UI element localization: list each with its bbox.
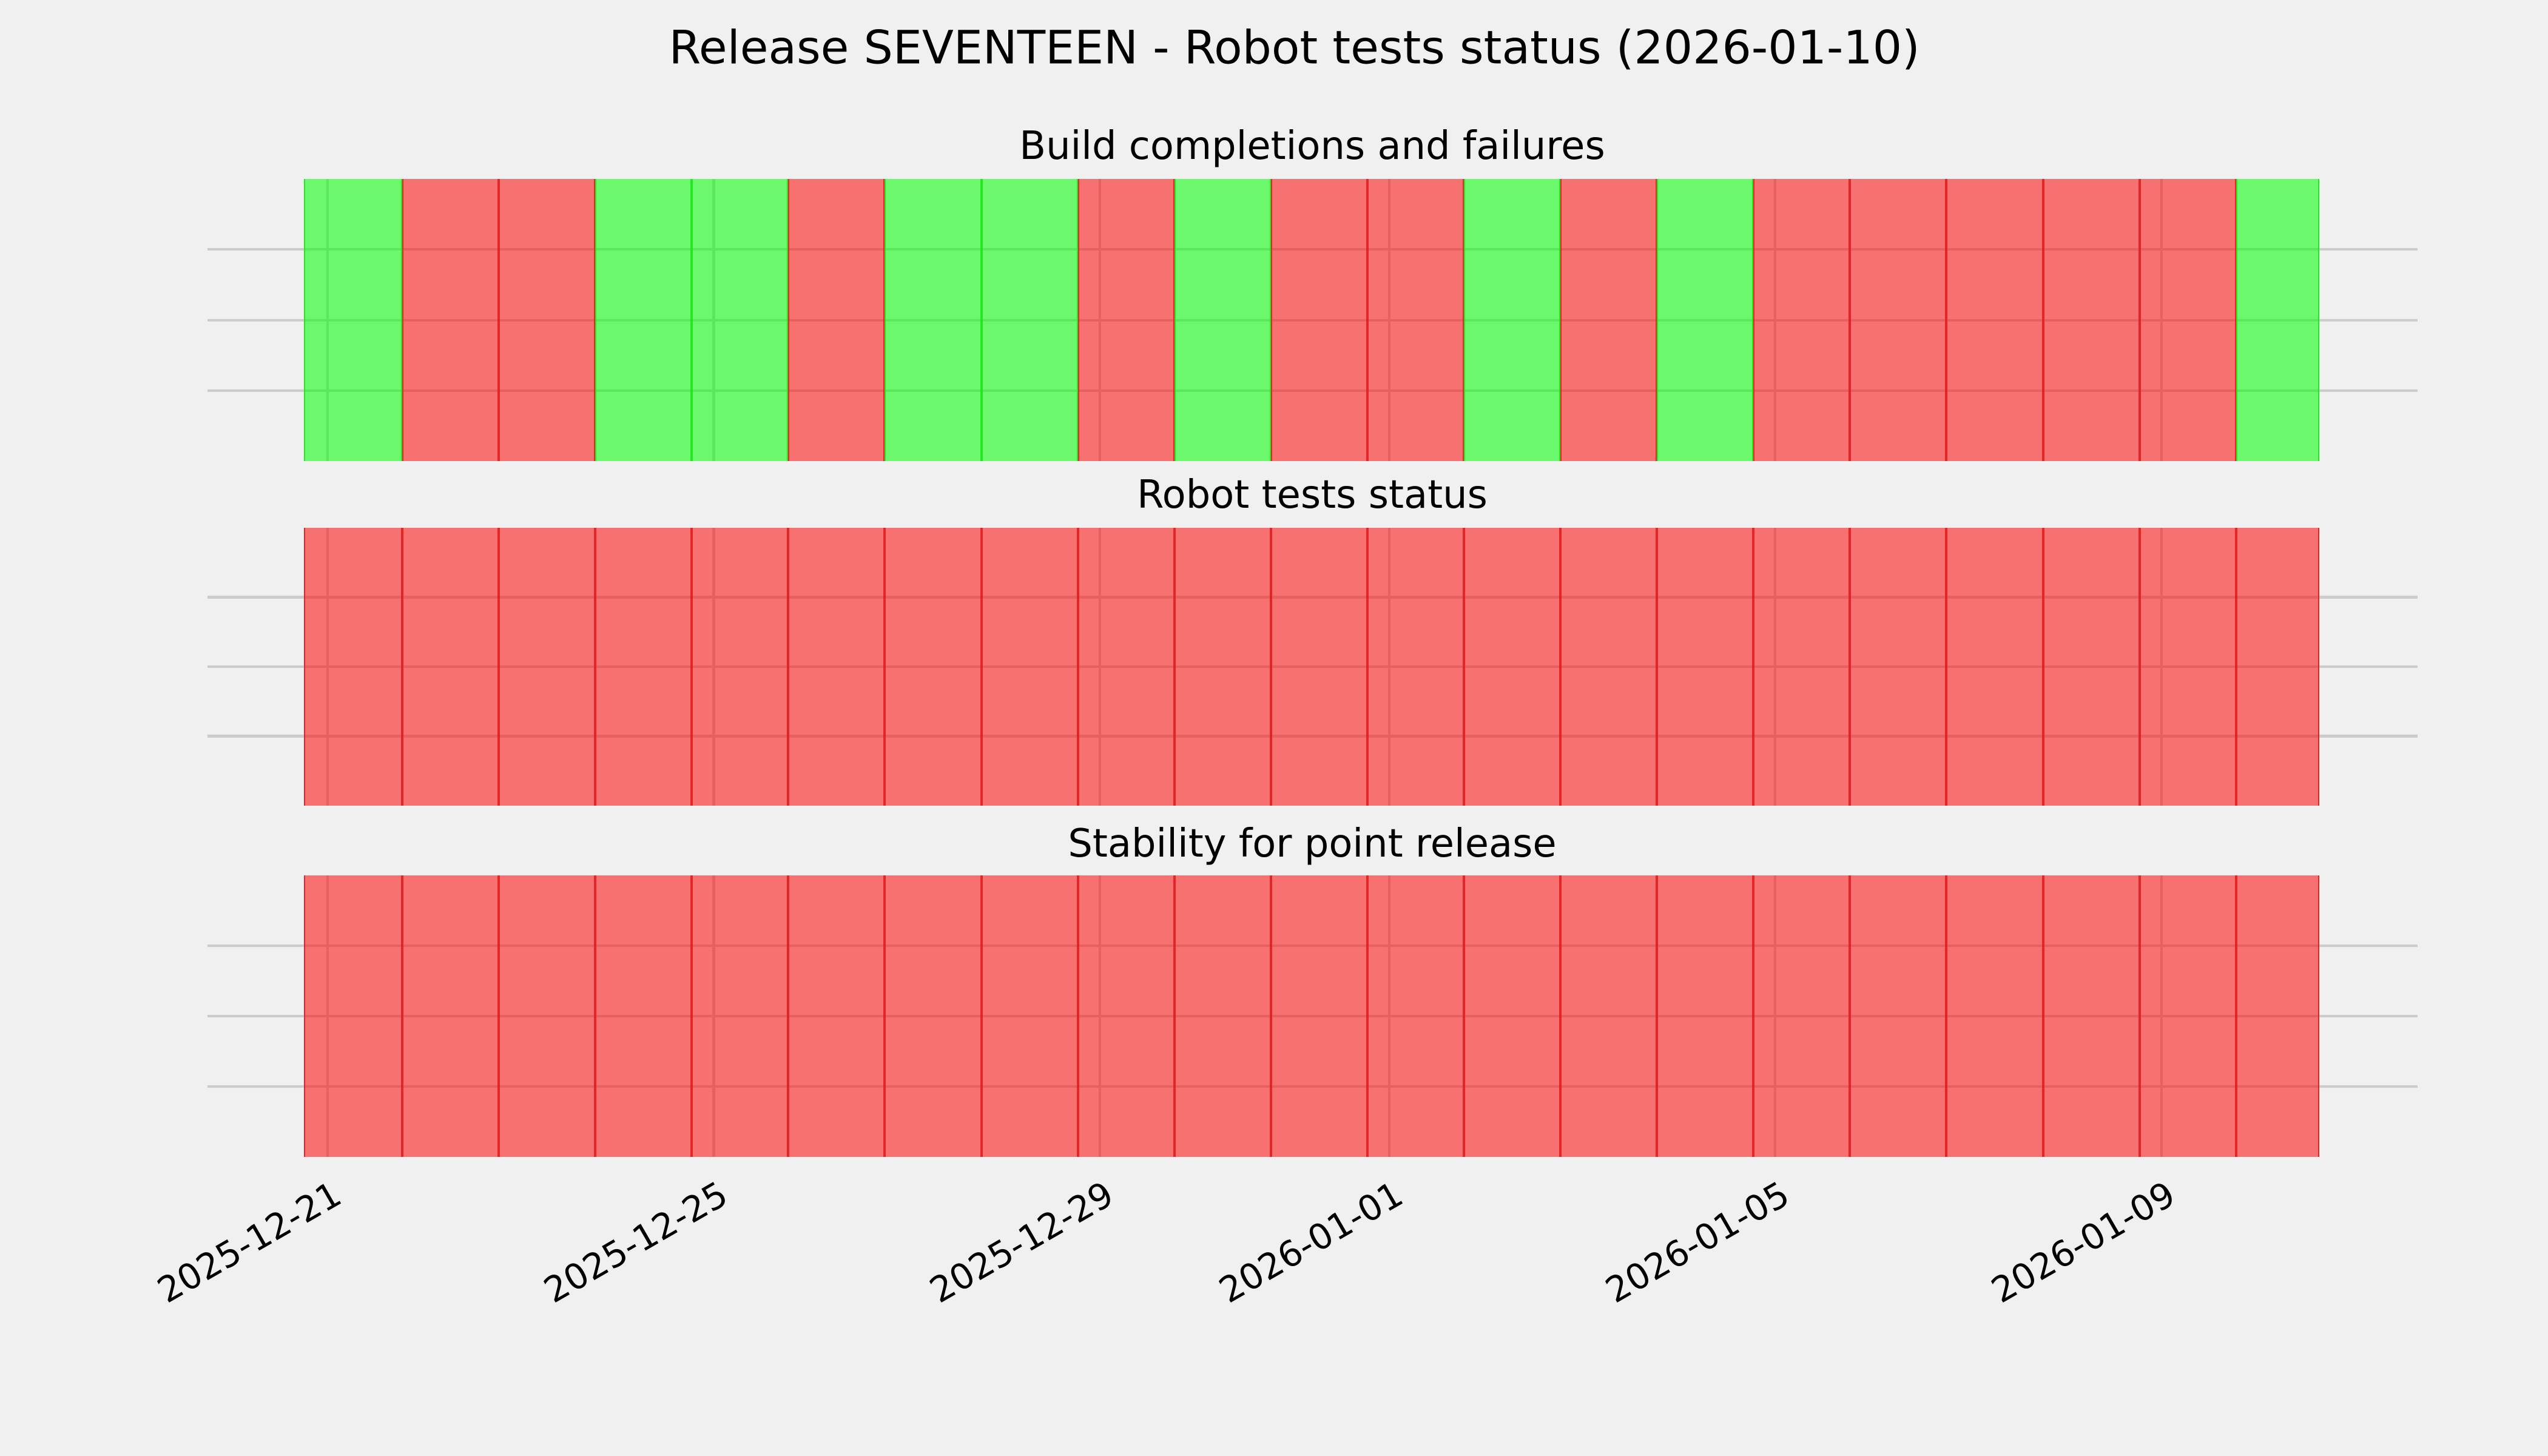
bar-segment-2026-01-02-fail	[1560, 875, 1657, 1157]
bar-segment-2026-01-03-pass	[1657, 179, 1754, 461]
bar-segment-2026-01-02-fail	[1560, 179, 1657, 461]
bar-segment-2026-01-03-fail	[1657, 875, 1754, 1157]
subplot-3-title: Stability for point release	[1068, 821, 1557, 867]
bar-segment-2026-01-04-fail	[1753, 179, 1850, 461]
bar-segment-2025-12-23-fail	[595, 875, 692, 1157]
bar-segment-2026-01-06-fail	[1946, 875, 2043, 1157]
bar-segment-2026-01-01-fail	[1464, 528, 1561, 806]
bar-segment-2025-12-20-fail	[304, 528, 402, 806]
bar-segment-2025-12-30-fail	[1270, 179, 1367, 461]
x-tick-label: 2026-01-09	[1984, 1173, 2182, 1312]
bar-segment-2026-01-09-fail	[2236, 528, 2319, 806]
bar-segment-2025-12-22-fail	[499, 179, 596, 461]
bar-segment-2025-12-23-pass	[595, 179, 692, 461]
bar-segment-2025-12-25-fail	[788, 179, 885, 461]
x-tick-label: 2025-12-25	[536, 1173, 735, 1312]
bar-segment-2025-12-25-fail	[788, 528, 885, 806]
bar-segment-2025-12-26-pass	[885, 179, 982, 461]
status-bars	[304, 179, 2319, 461]
status-bars	[304, 528, 2319, 806]
bar-segment-2026-01-05-fail	[1850, 528, 1947, 806]
subplot-3-plot-area	[207, 875, 2418, 1157]
bar-segment-2026-01-08-fail	[2139, 528, 2236, 806]
bar-segment-2025-12-28-fail	[1077, 528, 1175, 806]
bar-segment-2026-01-05-fail	[1850, 875, 1947, 1157]
bar-segment-2025-12-28-fail	[1077, 179, 1175, 461]
bar-segment-2026-01-08-fail	[2139, 875, 2236, 1157]
bar-segment-2026-01-07-fail	[2043, 528, 2140, 806]
bar-segment-2026-01-09-fail	[2236, 875, 2319, 1157]
bar-segment-2025-12-23-fail	[595, 528, 692, 806]
bar-segment-2026-01-05-fail	[1850, 179, 1947, 461]
bar-segment-2025-12-26-fail	[885, 875, 982, 1157]
bar-segment-2025-12-31-fail	[1367, 179, 1464, 461]
bar-segment-2026-01-01-fail	[1464, 875, 1561, 1157]
bar-segment-2026-01-04-fail	[1753, 875, 1850, 1157]
x-tick-label: 2025-12-29	[923, 1173, 1121, 1312]
bar-segment-2025-12-25-fail	[788, 875, 885, 1157]
bar-segment-2025-12-20-pass	[304, 179, 402, 461]
bar-segment-2026-01-04-fail	[1753, 528, 1850, 806]
subplot-2-title: Robot tests status	[1137, 473, 1488, 517]
status-bars	[304, 875, 2319, 1157]
bar-segment-2026-01-06-fail	[1946, 179, 2043, 461]
bar-segment-2025-12-29-fail	[1174, 528, 1271, 806]
bar-segment-2025-12-21-fail	[402, 179, 499, 461]
bar-segment-2025-12-31-fail	[1367, 528, 1464, 806]
x-tick-label: 2026-01-01	[1212, 1173, 1410, 1312]
bar-segment-2025-12-21-fail	[402, 528, 499, 806]
bar-segment-2025-12-24-pass	[692, 179, 789, 461]
x-tick-label: 2025-12-21	[150, 1173, 349, 1312]
bar-segment-2025-12-27-pass	[981, 179, 1078, 461]
bar-segment-2025-12-20-fail	[304, 875, 402, 1157]
subplot-2-plot-area	[207, 528, 2418, 806]
bar-segment-2026-01-08-fail	[2139, 179, 2236, 461]
bar-segment-2026-01-02-fail	[1560, 528, 1657, 806]
bar-segment-2025-12-22-fail	[499, 528, 596, 806]
subplot-1-title: Build completions and failures	[1019, 123, 1605, 169]
x-tick-label: 2026-01-05	[1598, 1173, 1796, 1312]
bar-segment-2026-01-09-pass	[2236, 179, 2319, 461]
bar-segment-2025-12-27-fail	[981, 528, 1078, 806]
bar-segment-2025-12-29-fail	[1174, 875, 1271, 1157]
bar-segment-2025-12-24-fail	[692, 875, 789, 1157]
bar-segment-2026-01-01-pass	[1464, 179, 1561, 461]
bar-segment-2025-12-31-fail	[1367, 875, 1464, 1157]
bar-segment-2025-12-28-fail	[1077, 875, 1175, 1157]
bar-segment-2026-01-03-fail	[1657, 528, 1754, 806]
bar-segment-2025-12-21-fail	[402, 875, 499, 1157]
bar-segment-2025-12-30-fail	[1270, 875, 1367, 1157]
bar-segment-2025-12-27-fail	[981, 875, 1078, 1157]
bar-segment-2025-12-29-pass	[1174, 179, 1271, 461]
bar-segment-2025-12-22-fail	[499, 875, 596, 1157]
bar-segment-2026-01-07-fail	[2043, 875, 2140, 1157]
bar-segment-2026-01-07-fail	[2043, 179, 2140, 461]
bar-segment-2026-01-06-fail	[1946, 528, 2043, 806]
bar-segment-2025-12-24-fail	[692, 528, 789, 806]
chart-title: Release SEVENTEEN - Robot tests status (…	[669, 20, 1920, 75]
subplot-1-plot-area	[207, 179, 2418, 461]
bar-segment-2025-12-26-fail	[885, 528, 982, 806]
bar-segment-2025-12-30-fail	[1270, 528, 1367, 806]
